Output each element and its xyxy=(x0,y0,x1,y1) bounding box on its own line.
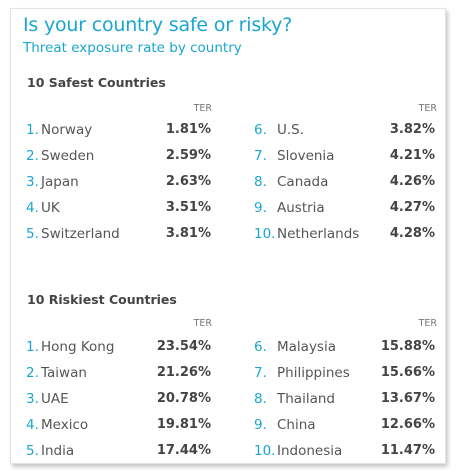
table-row: 8. Thailand 13.67% xyxy=(11,391,447,411)
country-name: UAE xyxy=(41,391,69,407)
safest-ter-label-left: TER xyxy=(193,103,212,114)
page-title: Is your country safe or risky? xyxy=(23,14,293,36)
rank-number: 1. xyxy=(26,122,39,138)
ter-value: 23.54% xyxy=(156,339,211,354)
ter-value: 15.88% xyxy=(380,339,435,354)
ter-value: 21.26% xyxy=(156,365,211,380)
country-name: Austria xyxy=(277,200,325,216)
country-name: India xyxy=(41,443,75,459)
table-row: 9. Austria 4.27% xyxy=(11,200,447,220)
rank-number: 3. xyxy=(26,174,39,190)
country-name: Norway xyxy=(41,122,93,138)
country-name: Sweden xyxy=(41,148,95,164)
country-name: Netherlands xyxy=(277,226,360,242)
rank-number: 2. xyxy=(26,365,39,381)
rank-number: 10. xyxy=(254,226,276,242)
rank-number: 5. xyxy=(26,226,39,242)
table-row: 10. Indonesia 11.47% xyxy=(11,443,447,463)
table-row: 2. Sweden 2.59% xyxy=(11,148,447,168)
ter-value: 2.63% xyxy=(165,174,211,189)
country-name: Mexico xyxy=(41,417,89,433)
ter-value: 4.26% xyxy=(389,174,435,189)
infographic-card: Is your country safe or risky? Threat ex… xyxy=(10,8,446,464)
ter-value: 20.78% xyxy=(156,391,211,406)
ter-value: 4.28% xyxy=(389,226,435,241)
country-name: Slovenia xyxy=(277,148,335,164)
riskiest-heading: 10 Riskiest Countries xyxy=(27,292,177,307)
rank-number: 6. xyxy=(254,122,267,138)
rank-number: 9. xyxy=(254,417,267,433)
ter-value: 1.81% xyxy=(165,122,211,137)
country-name: UK xyxy=(41,200,60,216)
table-row: 2. Taiwan 21.26% xyxy=(11,365,447,385)
table-row: 8. Canada 4.26% xyxy=(11,174,447,194)
rank-number: 7. xyxy=(254,365,267,381)
safest-heading: 10 Safest Countries xyxy=(27,75,166,90)
country-name: Taiwan xyxy=(41,365,87,381)
riskiest-ter-label-right: TER xyxy=(418,318,437,329)
ter-value: 19.81% xyxy=(156,417,211,432)
country-name: Canada xyxy=(277,174,329,190)
table-row: 7. Slovenia 4.21% xyxy=(11,148,447,168)
table-row: 3. Japan 2.63% xyxy=(11,174,447,194)
ter-value: 3.51% xyxy=(165,200,211,215)
table-row: 6. Malaysia 15.88% xyxy=(11,339,447,359)
rank-number: 6. xyxy=(254,339,267,355)
ter-value: 13.67% xyxy=(380,391,435,406)
ter-value: 3.81% xyxy=(165,226,211,241)
ter-value: 4.21% xyxy=(389,148,435,163)
rank-number: 10. xyxy=(254,443,276,459)
table-row: 6. U.S. 3.82% xyxy=(11,122,447,142)
table-row: 3. UAE 20.78% xyxy=(11,391,447,411)
table-row: 10. Netherlands 4.28% xyxy=(11,226,447,246)
table-row: 1. Norway 1.81% xyxy=(11,122,447,142)
country-name: Philippines xyxy=(277,365,350,381)
ter-value: 15.66% xyxy=(380,365,435,380)
table-row: 7. Philippines 15.66% xyxy=(11,365,447,385)
ter-value: 2.59% xyxy=(165,148,211,163)
ter-value: 11.47% xyxy=(380,443,435,458)
page-subtitle: Threat exposure rate by country xyxy=(23,40,242,56)
rank-number: 8. xyxy=(254,174,267,190)
table-row: 5. India 17.44% xyxy=(11,443,447,463)
country-name: Indonesia xyxy=(277,443,343,459)
rank-number: 2. xyxy=(26,148,39,164)
rank-number: 3. xyxy=(26,391,39,407)
country-name: Hong Kong xyxy=(41,339,115,355)
country-name: Japan xyxy=(41,174,79,190)
ter-value: 12.66% xyxy=(380,417,435,432)
safest-ter-label-right: TER xyxy=(418,103,437,114)
rank-number: 9. xyxy=(254,200,267,216)
rank-number: 1. xyxy=(26,339,39,355)
rank-number: 4. xyxy=(26,417,39,433)
rank-number: 4. xyxy=(26,200,39,216)
table-row: 1. Hong Kong 23.54% xyxy=(11,339,447,359)
riskiest-ter-label-left: TER xyxy=(193,318,212,329)
rank-number: 7. xyxy=(254,148,267,164)
ter-value: 3.82% xyxy=(389,122,435,137)
table-row: 5. Switzerland 3.81% xyxy=(11,226,447,246)
ter-value: 4.27% xyxy=(389,200,435,215)
country-name: China xyxy=(277,417,316,433)
country-name: Thailand xyxy=(277,391,335,407)
table-row: 4. Mexico 19.81% xyxy=(11,417,447,437)
ter-value: 17.44% xyxy=(156,443,211,458)
table-row: 9. China 12.66% xyxy=(11,417,447,437)
rank-number: 8. xyxy=(254,391,267,407)
country-name: U.S. xyxy=(277,122,305,138)
country-name: Malaysia xyxy=(277,339,336,355)
country-name: Switzerland xyxy=(41,226,120,242)
table-row: 4. UK 3.51% xyxy=(11,200,447,220)
rank-number: 5. xyxy=(26,443,39,459)
